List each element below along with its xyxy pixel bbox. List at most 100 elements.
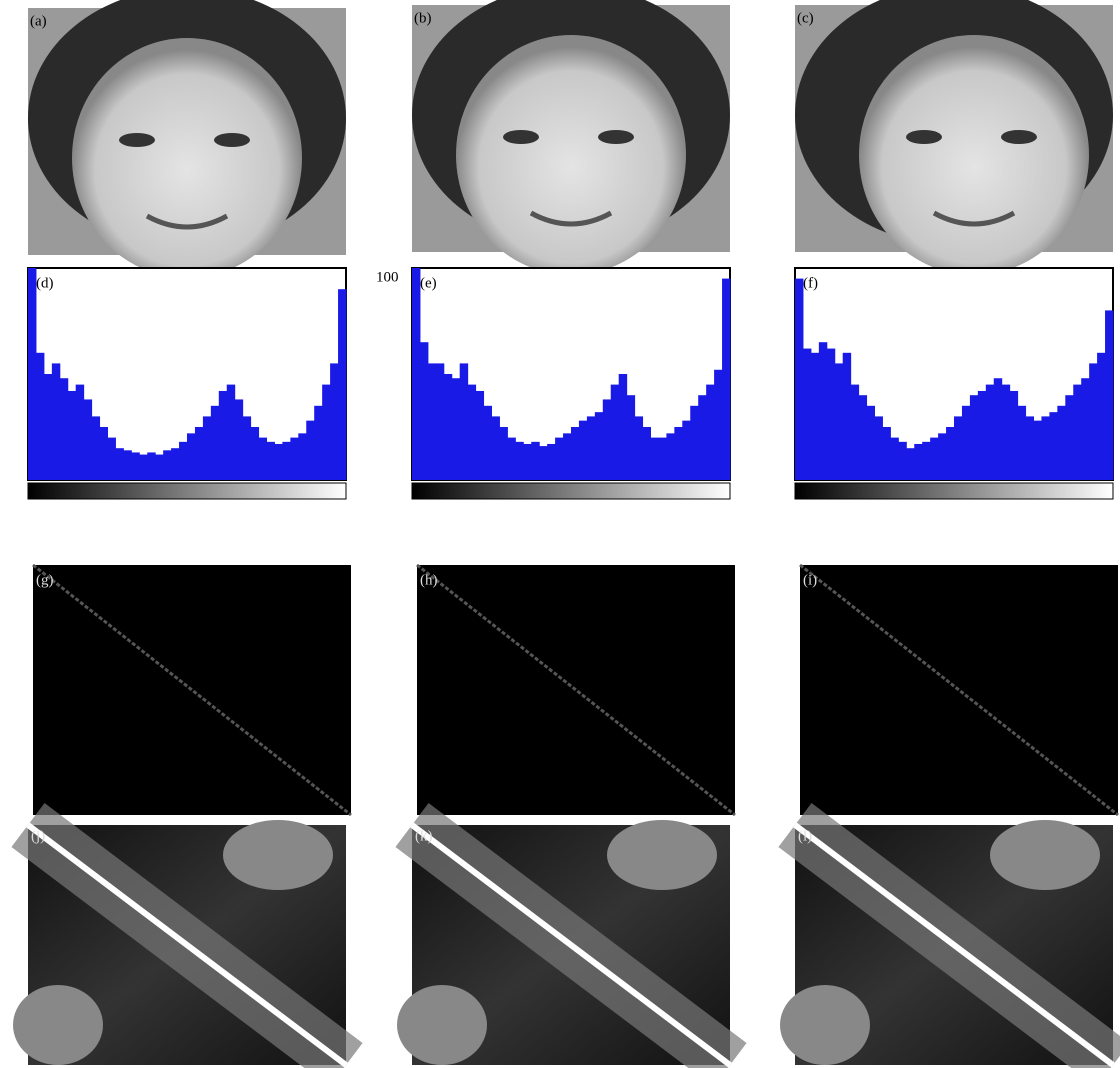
histogram-bar xyxy=(468,385,476,480)
histogram-bar xyxy=(314,406,322,480)
histogram-bar xyxy=(651,438,659,480)
histogram-bar xyxy=(163,450,171,480)
histogram-bar xyxy=(890,438,898,480)
histogram-bar xyxy=(444,374,452,480)
histogram-bar xyxy=(274,444,282,480)
histogram-bar xyxy=(507,438,515,480)
histogram-bar xyxy=(298,433,306,480)
histogram-bar xyxy=(819,342,827,480)
face xyxy=(456,35,686,275)
histogram-bar xyxy=(994,378,1002,480)
histogram-bar xyxy=(100,427,108,480)
histogram-bar xyxy=(219,391,227,480)
histogram-bar xyxy=(835,363,843,480)
histogram-bar xyxy=(682,421,690,480)
histogram-bar xyxy=(547,444,555,480)
histogram-bar xyxy=(1041,416,1049,480)
histogram-bar xyxy=(658,438,666,480)
histogram-bar xyxy=(563,433,571,480)
histogram-bar xyxy=(179,442,187,480)
histogram-bar xyxy=(795,279,803,480)
panel-label: (a) xyxy=(30,14,47,30)
histogram-bar xyxy=(290,438,298,480)
histogram-bar xyxy=(666,433,674,480)
histogram-bar xyxy=(330,363,338,480)
histogram-bar xyxy=(484,406,492,480)
histogram-bar xyxy=(92,416,100,480)
histogram-bar xyxy=(555,438,563,480)
histogram-bar xyxy=(243,416,251,480)
histogram-bar xyxy=(420,342,428,480)
face xyxy=(72,38,302,278)
histogram-bar xyxy=(452,378,460,480)
blob xyxy=(13,985,103,1065)
histogram-bar xyxy=(1018,406,1026,480)
histogram-bar xyxy=(251,427,259,480)
histogram-bar xyxy=(60,378,68,480)
histogram-bar xyxy=(412,268,420,480)
colorbar xyxy=(412,483,730,499)
histogram-bar xyxy=(587,416,595,480)
histogram-bar xyxy=(123,450,131,480)
eye xyxy=(503,130,539,144)
eye xyxy=(598,130,634,144)
histogram-bar xyxy=(698,395,706,480)
histogram-bar xyxy=(1010,391,1018,480)
histogram-bar xyxy=(859,395,867,480)
histogram-bar xyxy=(108,438,116,480)
histogram-bar xyxy=(52,363,60,480)
histogram-bar xyxy=(1057,406,1065,480)
histogram-bar xyxy=(36,353,44,480)
histogram-bar xyxy=(643,427,651,480)
histogram-bar xyxy=(722,279,730,480)
histogram-bar xyxy=(155,455,163,480)
panel-label: (d) xyxy=(36,276,54,292)
histogram-bar xyxy=(28,268,36,480)
histogram-bar xyxy=(211,406,219,480)
histogram-bar xyxy=(227,385,235,480)
face xyxy=(859,35,1089,275)
histogram-bar xyxy=(827,349,835,480)
blob xyxy=(780,985,870,1065)
histogram-bar xyxy=(131,452,139,480)
histogram-bar xyxy=(1105,310,1113,480)
histogram-bar xyxy=(523,444,531,480)
histogram-bar xyxy=(1065,395,1073,480)
eye xyxy=(906,130,942,144)
blob xyxy=(397,985,487,1065)
histogram-bar xyxy=(187,433,195,480)
histogram-bar xyxy=(44,374,52,480)
panel-label: (b) xyxy=(414,11,432,27)
colorbar xyxy=(28,483,346,499)
histogram-bar xyxy=(338,289,346,480)
histogram-bar xyxy=(627,395,635,480)
histogram-bar xyxy=(603,399,611,480)
histogram-bar xyxy=(322,385,330,480)
y-label: 100 xyxy=(376,270,399,286)
histogram-bar xyxy=(978,391,986,480)
histogram-bar xyxy=(267,442,275,480)
panel-label: (e) xyxy=(420,276,437,292)
blob xyxy=(607,820,717,890)
histogram-bar xyxy=(139,455,147,480)
eye xyxy=(214,133,250,147)
histogram-bar xyxy=(84,399,92,480)
histogram-bar xyxy=(986,385,994,480)
histogram-bar xyxy=(1073,385,1081,480)
histogram-bar xyxy=(476,391,484,480)
histogram-bar xyxy=(1026,416,1034,480)
histogram-bar xyxy=(714,370,722,480)
histogram-bar xyxy=(635,416,643,480)
panel-label: (h) xyxy=(420,573,438,589)
histogram-bar xyxy=(1081,378,1089,480)
eye xyxy=(1001,130,1037,144)
histogram-bar xyxy=(115,448,123,480)
histogram-bar xyxy=(515,442,523,480)
histogram-bar xyxy=(1089,363,1097,480)
histogram-bar xyxy=(1049,412,1057,480)
panel-label: (k) xyxy=(415,829,433,845)
histogram-bar xyxy=(619,374,627,480)
panel-label: (j) xyxy=(31,829,45,845)
histogram-bar xyxy=(492,416,500,480)
histogram-bar xyxy=(914,444,922,480)
